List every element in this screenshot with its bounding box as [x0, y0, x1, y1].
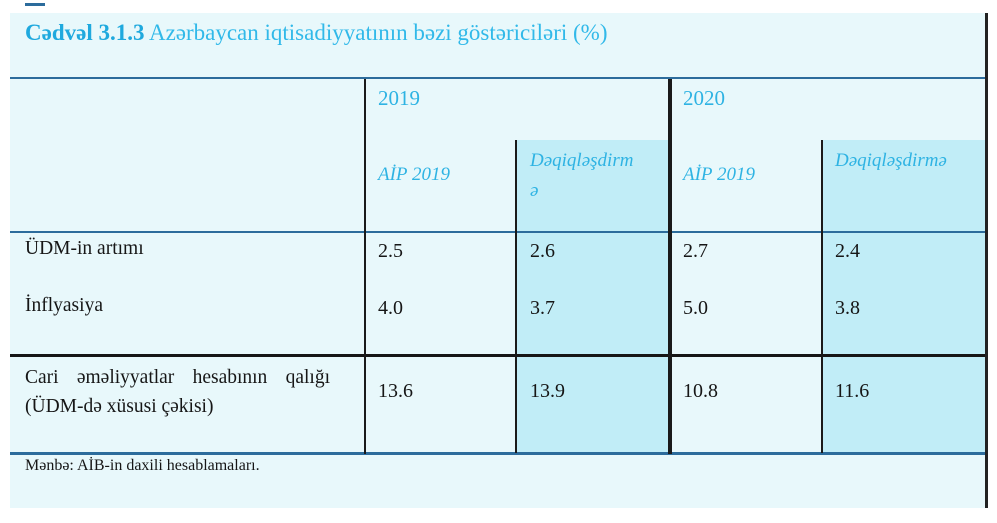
table-right-border — [985, 13, 988, 508]
table-title: Cədvəl 3.1.3 Azərbaycan iqtisadiyyatının… — [25, 20, 965, 46]
row-label-gdp-growth: ÜDM-in artımı — [25, 238, 144, 259]
cell-gdp-2019-aip: 2.5 — [378, 240, 403, 262]
subheader-2019-aip: AİP 2019 — [378, 164, 450, 185]
divider-below-header — [10, 231, 987, 233]
row-label-inflation: İnflyasiya — [25, 295, 103, 316]
cell-current-account-2020-aip: 10.8 — [683, 380, 718, 402]
divider-below-title — [10, 77, 987, 79]
cell-current-account-2020-revised: 11.6 — [835, 380, 870, 402]
column-group-year-2019: 2019 — [378, 86, 420, 110]
cell-inflation-2020-aip: 5.0 — [683, 297, 708, 319]
subheader-2020-aip: AİP 2019 — [683, 164, 755, 185]
cell-gdp-2020-revised: 2.4 — [835, 240, 860, 262]
cell-current-account-2019-revised: 13.9 — [530, 380, 565, 402]
cell-inflation-2020-revised: 3.8 — [835, 297, 860, 319]
subheader-2020-revision: Dəqiqləşdirmə — [835, 150, 947, 171]
divider-mid-rows — [10, 354, 987, 357]
divider-above-source — [10, 452, 987, 455]
shaded-column-2019-revision — [517, 140, 669, 453]
column-group-year-2020: 2020 — [683, 86, 725, 110]
column-border-1 — [364, 79, 366, 454]
source-note: Mənbə: AİB-in daxili hesablamaları. — [25, 457, 260, 474]
table-number: Cədvəl 3.1.3 — [25, 20, 145, 45]
column-border-2 — [515, 140, 517, 453]
cell-current-account-2019-aip: 13.6 — [378, 380, 413, 402]
cell-gdp-2019-revised: 2.6 — [530, 240, 555, 262]
column-border-year-split — [668, 79, 672, 454]
subheader-2019-revision: Dəqiqləşdirmə — [530, 150, 634, 201]
column-border-4 — [821, 140, 823, 453]
page-edge-mark — [25, 3, 45, 6]
table-title-text: Azərbaycan iqtisadiyyatının bəzi göstəri… — [148, 20, 608, 45]
cell-inflation-2019-aip: 4.0 — [378, 297, 403, 319]
shaded-column-2020-revision — [823, 140, 986, 453]
cell-gdp-2020-aip: 2.7 — [683, 240, 708, 262]
row-label-current-account: Cari əməliyyatlar hesabının qalığı (ÜDM-… — [25, 367, 330, 417]
cell-inflation-2019-revised: 3.7 — [530, 297, 555, 319]
